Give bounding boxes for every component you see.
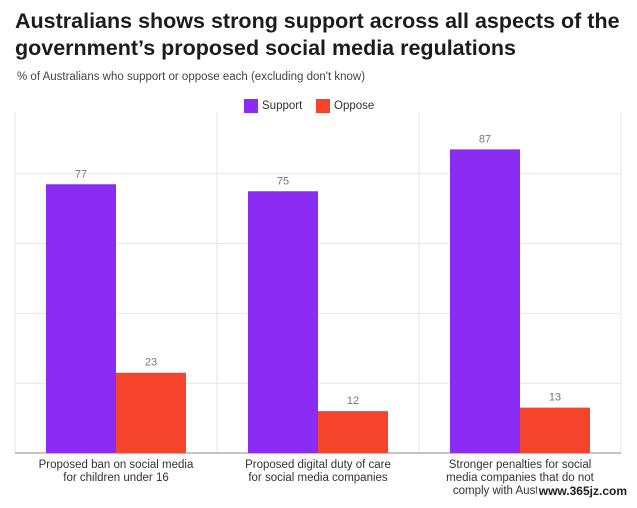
legend: Support Oppose <box>0 99 637 115</box>
data-label-support: 77 <box>75 168 87 180</box>
legend-label-oppose: Oppose <box>334 100 375 112</box>
legend-item-support: Support <box>244 99 302 113</box>
data-label-oppose: 23 <box>145 357 157 369</box>
legend-swatch-support <box>244 99 258 113</box>
bar-support <box>450 149 520 453</box>
category-label: for social media companies <box>248 472 388 484</box>
legend-item-oppose: Oppose <box>316 99 374 113</box>
legend-label-support: Support <box>262 100 303 112</box>
data-label-oppose: 12 <box>347 395 359 407</box>
bar-oppose <box>116 372 186 453</box>
category-label: media companies that do not <box>446 472 594 484</box>
category-label: Proposed ban on social media <box>39 459 194 471</box>
data-label-support: 75 <box>277 175 289 187</box>
bar-oppose <box>520 407 590 453</box>
bar-support <box>248 191 318 453</box>
data-label-support: 87 <box>479 133 491 145</box>
legend-swatch-oppose <box>316 99 330 113</box>
category-label: for children under 16 <box>63 472 168 484</box>
watermark: www.365jz.com <box>536 484 629 498</box>
bar-support <box>46 184 116 453</box>
data-label-oppose: 13 <box>549 392 561 404</box>
category-label: Proposed digital duty of care <box>245 459 391 471</box>
bar-oppose <box>318 411 388 453</box>
chart-title: Australians shows strong support across … <box>15 9 620 60</box>
chart-subtitle: % of Australians who support or oppose e… <box>17 71 366 83</box>
category-label: Stronger penalties for social <box>449 459 592 471</box>
